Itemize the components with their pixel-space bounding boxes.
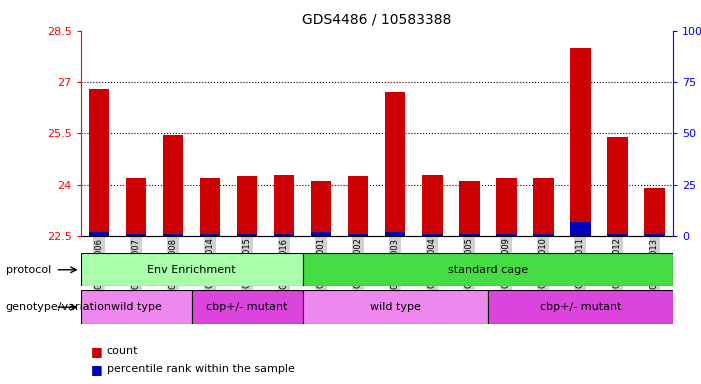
- Bar: [644, 234, 665, 236]
- Bar: [496, 178, 517, 236]
- Text: wild type: wild type: [111, 302, 162, 312]
- Bar: [570, 222, 590, 236]
- Text: ■: ■: [91, 363, 107, 376]
- Bar: [303, 253, 673, 286]
- Bar: [311, 232, 332, 236]
- Bar: [126, 178, 147, 236]
- Text: standard cage: standard cage: [448, 265, 528, 275]
- Text: ■: ■: [91, 345, 107, 358]
- Text: genotype/variation: genotype/variation: [6, 302, 111, 312]
- Title: GDS4486 / 10583388: GDS4486 / 10583388: [302, 13, 451, 27]
- Bar: [385, 92, 405, 236]
- Bar: [422, 234, 442, 236]
- Bar: [303, 290, 488, 324]
- Bar: [348, 234, 369, 236]
- Bar: [385, 232, 405, 236]
- Bar: [311, 181, 332, 236]
- Text: cbp+/- mutant: cbp+/- mutant: [540, 302, 621, 312]
- Text: count: count: [107, 346, 138, 356]
- Text: cbp+/- mutant: cbp+/- mutant: [207, 302, 288, 312]
- Bar: [89, 232, 109, 236]
- Text: wild type: wild type: [370, 302, 421, 312]
- Bar: [570, 48, 590, 236]
- Bar: [126, 234, 147, 236]
- Bar: [81, 290, 191, 324]
- Bar: [422, 174, 442, 236]
- Bar: [200, 178, 220, 236]
- Bar: [488, 290, 673, 324]
- Bar: [644, 188, 665, 236]
- Bar: [607, 234, 627, 236]
- Text: protocol: protocol: [6, 265, 51, 275]
- Bar: [533, 178, 554, 236]
- Bar: [274, 234, 294, 236]
- Bar: [607, 137, 627, 236]
- Text: Env Enrichment: Env Enrichment: [147, 265, 236, 275]
- Bar: [459, 181, 479, 236]
- Bar: [237, 176, 257, 236]
- Bar: [163, 234, 184, 236]
- Bar: [163, 135, 184, 236]
- Bar: [459, 234, 479, 236]
- Bar: [496, 234, 517, 236]
- Bar: [200, 234, 220, 236]
- Bar: [81, 253, 303, 286]
- Bar: [533, 234, 554, 236]
- Bar: [191, 290, 303, 324]
- Text: percentile rank within the sample: percentile rank within the sample: [107, 364, 294, 374]
- Bar: [89, 89, 109, 236]
- Bar: [237, 234, 257, 236]
- Bar: [348, 176, 369, 236]
- Bar: [274, 174, 294, 236]
